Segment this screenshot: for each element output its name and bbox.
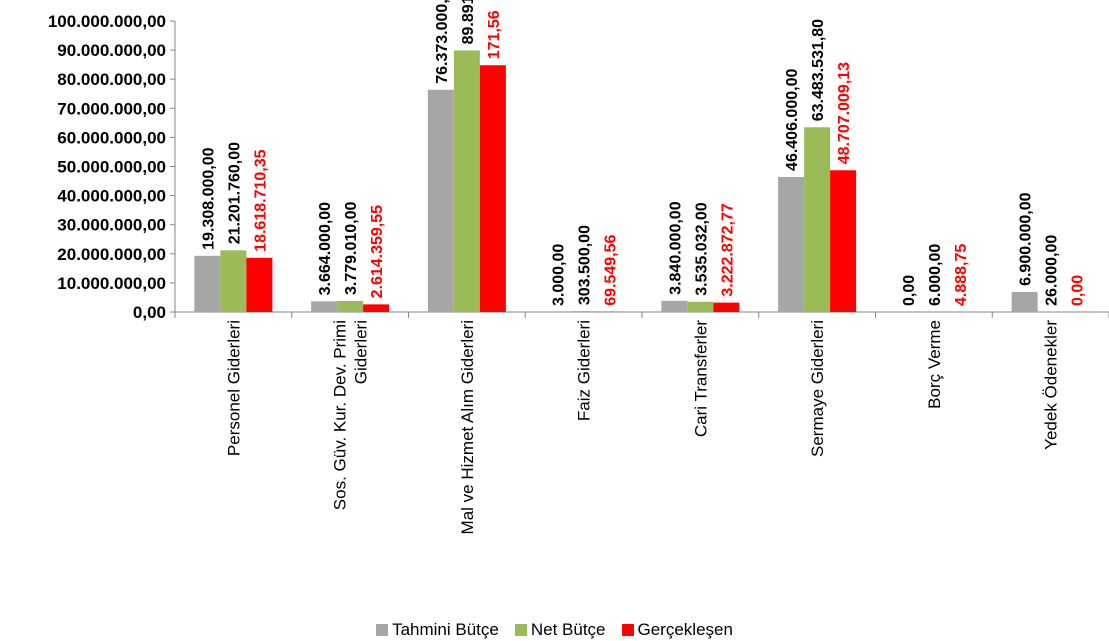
data-label: 89.891.787,89 — [460, 0, 477, 44]
data-label: 4.888,75 — [953, 244, 970, 306]
bar — [570, 311, 597, 312]
bar — [830, 170, 857, 312]
y-tick-label: 90.000.000,00 — [57, 41, 166, 60]
chart-axes: 0,00 10.000.000,00 20.000.000,00 30.000.000… — [48, 12, 1109, 534]
y-tick-label: 70.000.000,00 — [57, 99, 166, 118]
data-label: 69.549,56 — [603, 235, 620, 306]
legend-label: Net Bütçe — [530, 620, 606, 639]
bar — [1011, 291, 1038, 312]
x-tick-label-line: Faiz Giderleri — [575, 320, 594, 421]
x-tick-label: Mal ve Hizmet Alım Giderleri — [458, 320, 477, 534]
data-label: 3.664.000,00 — [317, 202, 334, 296]
y-tick-label: 10.000.000,00 — [57, 274, 166, 293]
y-tick-label: 50.000.000,00 — [57, 158, 166, 177]
bar — [337, 301, 364, 312]
x-tick-label-line: Yedek Ödenekler — [1042, 320, 1061, 450]
data-label: 3.535.032,00 — [693, 202, 710, 296]
data-label: 48.707.009,13 — [836, 62, 853, 164]
y-tick-label: 40.000.000,00 — [57, 187, 166, 206]
chart-data-labels: 19.308.000,00 21.201.760,00 18.618.710,35 3… — [200, 0, 1086, 306]
data-label: 3.840.000,00 — [667, 201, 684, 295]
x-tick-label-line: Giderleri — [352, 320, 371, 384]
x-tick-label: Borç Verme — [925, 320, 944, 409]
data-label: 171,56 — [486, 10, 503, 59]
bar — [804, 127, 831, 312]
data-label: 3.000,00 — [551, 244, 568, 306]
legend-label: Tahmini Bütçe — [392, 620, 499, 639]
legend-item: Gerçekleşen — [621, 620, 733, 640]
data-label: 3.222.872,77 — [719, 203, 736, 297]
data-label: 0,00 — [901, 275, 918, 306]
data-label: 3.779.010,00 — [343, 201, 360, 295]
x-tick-label-line: Borç Verme — [925, 320, 944, 409]
x-tick-label: Sermaye Giderleri — [808, 320, 827, 457]
chart-bars — [194, 50, 1064, 313]
bar — [661, 300, 688, 312]
data-label: 6.000,00 — [927, 244, 944, 306]
x-tick-label-line: Sos. Güv. Kur. Dev. Primi — [331, 320, 350, 510]
legend-label: Gerçekleşen — [637, 620, 733, 639]
chart-legend: Tahmini Bütçe Net Bütçe Gerçekleşen — [0, 620, 1109, 640]
legend-item: Tahmini Bütçe — [376, 620, 499, 640]
y-tick-label: 0,00 — [133, 303, 166, 322]
data-label: 21.201.760,00 — [226, 142, 243, 244]
x-tick-label: Cari Transferler — [691, 320, 710, 437]
data-label: 18.618.710,35 — [252, 149, 269, 251]
x-tick-label-line: Mal ve Hizmet Alım Giderleri — [458, 320, 477, 534]
data-label: 76.373.000,00 — [434, 0, 451, 84]
x-tick-label-line: Cari Transferler — [691, 320, 710, 437]
bar — [311, 301, 338, 312]
x-tick-label: Faiz Giderleri — [575, 320, 594, 421]
y-tick-label: 80.000.000,00 — [57, 70, 166, 89]
y-tick-label: 60.000.000,00 — [57, 128, 166, 147]
legend-swatch — [621, 624, 634, 636]
data-label: 46.406.000,00 — [784, 69, 801, 171]
x-tick-label-line: Sermaye Giderleri — [808, 320, 827, 457]
data-label: 26.000,00 — [1044, 235, 1061, 306]
legend-swatch — [376, 624, 389, 636]
data-label: 0,00 — [1070, 275, 1087, 306]
bar — [363, 304, 390, 312]
x-tick-label: Yedek Ödenekler — [1042, 320, 1061, 450]
bar — [453, 50, 480, 313]
data-label: 6.900.000,00 — [1018, 192, 1035, 286]
legend-item: Net Bütçe — [514, 620, 606, 640]
data-label: 303.500,00 — [577, 225, 594, 305]
data-label: 2.614.359,55 — [369, 205, 386, 299]
y-tick-label: 30.000.000,00 — [57, 216, 166, 235]
bar — [713, 302, 740, 312]
y-tick-label: 100.000.000,00 — [48, 12, 166, 31]
bar — [479, 65, 506, 313]
legend-swatch — [514, 624, 527, 636]
bar — [220, 250, 247, 312]
data-label: 19.308.000,00 — [200, 147, 217, 249]
data-label: 63.483.531,80 — [810, 19, 827, 121]
x-tick-label: Sos. Güv. Kur. Dev. Primi Giderleri — [331, 320, 371, 510]
bar — [778, 176, 805, 312]
bar — [194, 255, 221, 312]
bar — [246, 257, 273, 312]
bar — [687, 301, 714, 312]
bar — [427, 89, 454, 312]
x-tick-label: Personel Giderleri — [224, 320, 243, 456]
y-tick-label: 20.000.000,00 — [57, 245, 166, 264]
x-tick-label-line: Personel Giderleri — [224, 320, 243, 456]
